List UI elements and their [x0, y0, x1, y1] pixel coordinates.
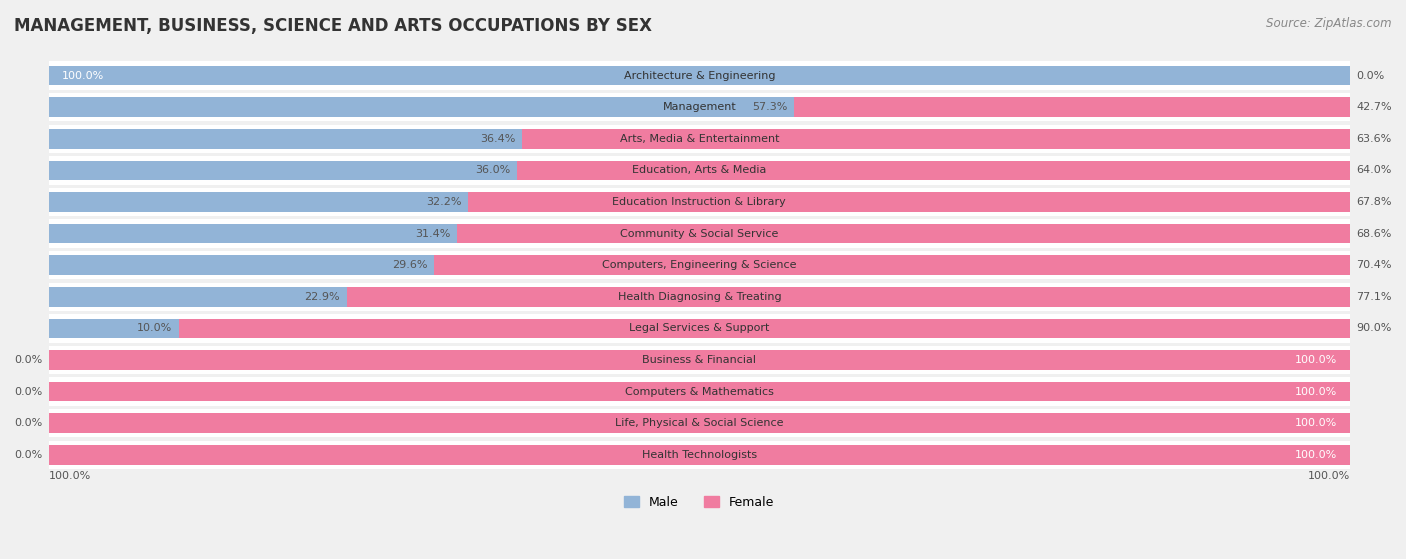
Bar: [434, 255, 1350, 275]
Text: 0.0%: 0.0%: [14, 355, 42, 365]
Text: Education Instruction & Library: Education Instruction & Library: [613, 197, 786, 207]
Text: 67.8%: 67.8%: [1357, 197, 1392, 207]
Text: 0.0%: 0.0%: [14, 387, 42, 397]
Bar: [49, 125, 1350, 153]
Text: 100.0%: 100.0%: [1295, 387, 1337, 397]
Bar: [523, 129, 1350, 149]
Text: 68.6%: 68.6%: [1357, 229, 1392, 239]
Bar: [49, 440, 1350, 469]
Bar: [49, 409, 1350, 438]
Text: 70.4%: 70.4%: [1357, 260, 1392, 270]
Text: Business & Financial: Business & Financial: [643, 355, 756, 365]
Text: Life, Physical & Social Science: Life, Physical & Social Science: [614, 418, 783, 428]
Bar: [457, 224, 1350, 243]
Text: Management: Management: [662, 102, 737, 112]
Text: 10.0%: 10.0%: [136, 324, 173, 333]
Text: 0.0%: 0.0%: [14, 450, 42, 460]
Bar: [49, 61, 1350, 90]
Bar: [49, 287, 347, 306]
Legend: Male, Female: Male, Female: [619, 491, 779, 514]
Bar: [49, 219, 1350, 248]
Bar: [49, 282, 1350, 311]
Bar: [49, 255, 434, 275]
Text: 100.0%: 100.0%: [1295, 355, 1337, 365]
Text: 36.0%: 36.0%: [475, 165, 510, 176]
Text: 100.0%: 100.0%: [1308, 471, 1350, 481]
Text: 31.4%: 31.4%: [415, 229, 451, 239]
Text: 57.3%: 57.3%: [752, 102, 787, 112]
Bar: [468, 192, 1350, 212]
Text: Source: ZipAtlas.com: Source: ZipAtlas.com: [1267, 17, 1392, 30]
Text: 32.2%: 32.2%: [426, 197, 461, 207]
Text: 77.1%: 77.1%: [1357, 292, 1392, 302]
Bar: [49, 93, 1350, 121]
Bar: [517, 160, 1350, 180]
Bar: [49, 350, 1350, 370]
Text: Health Diagnosing & Treating: Health Diagnosing & Treating: [617, 292, 782, 302]
Bar: [49, 188, 1350, 216]
Bar: [49, 66, 1350, 86]
Bar: [49, 97, 794, 117]
Bar: [49, 377, 1350, 406]
Bar: [49, 156, 1350, 184]
Text: 0.0%: 0.0%: [14, 418, 42, 428]
Text: MANAGEMENT, BUSINESS, SCIENCE AND ARTS OCCUPATIONS BY SEX: MANAGEMENT, BUSINESS, SCIENCE AND ARTS O…: [14, 17, 652, 35]
Bar: [49, 414, 1350, 433]
Bar: [49, 129, 523, 149]
Text: Health Technologists: Health Technologists: [641, 450, 756, 460]
Text: 90.0%: 90.0%: [1357, 324, 1392, 333]
Bar: [49, 346, 1350, 374]
Text: Community & Social Service: Community & Social Service: [620, 229, 779, 239]
Text: 36.4%: 36.4%: [481, 134, 516, 144]
Bar: [49, 319, 179, 338]
Text: 100.0%: 100.0%: [1295, 418, 1337, 428]
Bar: [49, 445, 1350, 465]
Text: 100.0%: 100.0%: [49, 471, 91, 481]
Bar: [794, 97, 1350, 117]
Text: Architecture & Engineering: Architecture & Engineering: [624, 70, 775, 80]
Text: Computers, Engineering & Science: Computers, Engineering & Science: [602, 260, 797, 270]
Text: 100.0%: 100.0%: [62, 70, 104, 80]
Text: Legal Services & Support: Legal Services & Support: [628, 324, 769, 333]
Bar: [347, 287, 1350, 306]
Text: 29.6%: 29.6%: [392, 260, 427, 270]
Bar: [49, 382, 1350, 401]
Bar: [49, 224, 457, 243]
Bar: [179, 319, 1350, 338]
Text: Education, Arts & Media: Education, Arts & Media: [633, 165, 766, 176]
Bar: [49, 251, 1350, 280]
Text: 64.0%: 64.0%: [1357, 165, 1392, 176]
Bar: [49, 160, 517, 180]
Text: Computers & Mathematics: Computers & Mathematics: [624, 387, 773, 397]
Text: 22.9%: 22.9%: [305, 292, 340, 302]
Text: 42.7%: 42.7%: [1357, 102, 1392, 112]
Text: 100.0%: 100.0%: [1295, 450, 1337, 460]
Bar: [49, 192, 468, 212]
Text: 63.6%: 63.6%: [1357, 134, 1392, 144]
Text: 0.0%: 0.0%: [1357, 70, 1385, 80]
Bar: [49, 314, 1350, 343]
Text: Arts, Media & Entertainment: Arts, Media & Entertainment: [620, 134, 779, 144]
